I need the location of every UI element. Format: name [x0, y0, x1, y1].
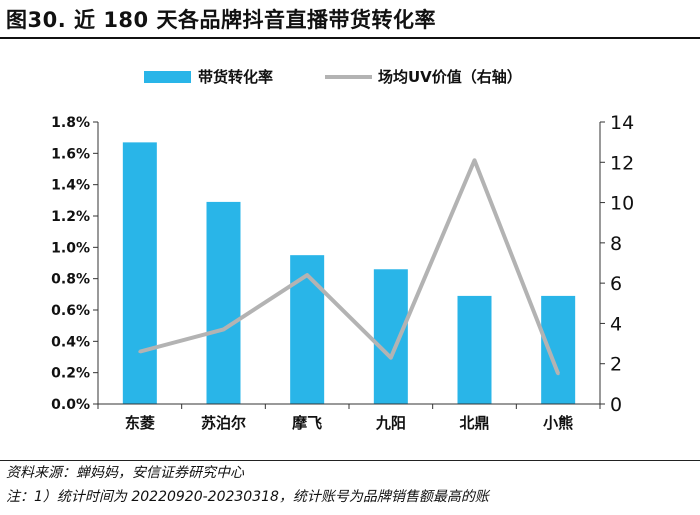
y-right-tick-label: 2 — [610, 354, 622, 376]
y-right-tick-label: 10 — [610, 193, 634, 215]
bar — [541, 295, 576, 404]
x-tick-label: 摩飞 — [292, 414, 322, 432]
y-left-tick-label: 0.4% — [51, 334, 90, 350]
note-text: 注：1）统计时间为 20220920-20230318，统计账号为品牌销售额最高… — [6, 489, 489, 505]
x-tick-label: 小熊 — [543, 414, 573, 432]
legend-bar-swatch — [144, 71, 191, 83]
bar — [457, 295, 492, 404]
y-left-tick-label: 0.2% — [51, 366, 90, 382]
y-left-tick-label: 0.6% — [51, 303, 90, 319]
x-tick-label: 北鼎 — [459, 414, 489, 432]
line-point — [305, 273, 309, 277]
combo-chart: 带货转化率 场均UV价值（右轴） 0.0% 0.2% 0.4% 0.6% 0.8% 1.0% 1… — [51, 68, 634, 432]
y-left-tick-label: 1.6% — [51, 146, 90, 162]
y-right-tick-label: 6 — [610, 273, 622, 295]
y-right-tick-label: 8 — [610, 233, 622, 255]
y-right-tick-label: 0 — [610, 394, 622, 416]
y-right-tick-label: 12 — [610, 152, 634, 174]
series-line — [139, 158, 561, 375]
y-left-tick-label: 1.4% — [51, 178, 90, 194]
legend-bar-label: 带货转化率 — [198, 68, 273, 86]
x-tick-label: 苏泊尔 — [201, 414, 246, 432]
line-point — [556, 372, 560, 376]
bar — [206, 201, 241, 404]
x-tick-label: 东菱 — [125, 414, 155, 432]
line-point — [473, 158, 476, 162]
line-point — [138, 350, 142, 354]
line-point — [222, 327, 225, 331]
source-divider — [0, 460, 700, 461]
y-left-tick-label: 0.8% — [51, 272, 90, 288]
y-left-tick-label: 1.8% — [51, 115, 90, 131]
y-right-tick-label: 14 — [610, 112, 634, 134]
title-divider — [0, 37, 700, 39]
y-left-tick-label: 0.0% — [51, 397, 90, 413]
y-left-tick-label: 1.0% — [51, 240, 90, 256]
x-tick-label: 九阳 — [375, 414, 406, 432]
line-point — [389, 356, 393, 360]
source-text: 资料来源：蝉妈妈，安信证券研究中心 — [6, 465, 244, 481]
chart-title: 图30. 近 180 天各品牌抖音直播带货转化率 — [6, 8, 436, 32]
bar — [373, 269, 408, 404]
y-right-tick-label: 4 — [610, 313, 622, 335]
bar — [122, 142, 157, 404]
y-left-tick-label: 1.2% — [51, 209, 90, 225]
legend-line-label: 场均UV价值（右轴） — [378, 68, 522, 86]
bar — [290, 255, 325, 404]
